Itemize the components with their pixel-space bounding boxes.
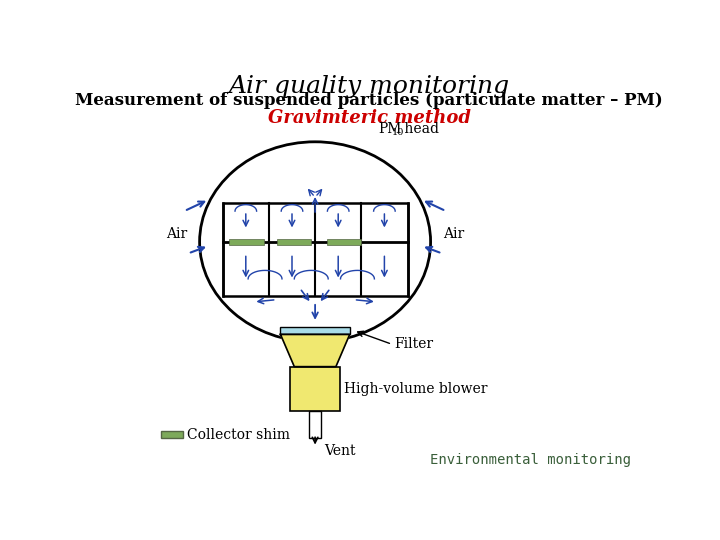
Text: Air: Air — [166, 227, 187, 241]
Ellipse shape — [199, 142, 431, 342]
Text: Air: Air — [443, 227, 464, 241]
Bar — [309, 411, 321, 438]
Bar — [327, 239, 361, 245]
Text: Air quality monitoring: Air quality monitoring — [228, 75, 510, 98]
Text: head: head — [400, 122, 439, 136]
Text: Gravimteric method: Gravimteric method — [268, 109, 470, 127]
Bar — [276, 239, 311, 245]
Text: Collector shim: Collector shim — [186, 428, 289, 442]
Text: Filter: Filter — [395, 338, 433, 352]
Polygon shape — [281, 334, 350, 367]
Text: Environmental monitoring: Environmental monitoring — [430, 453, 631, 467]
Bar — [161, 431, 183, 438]
Text: High-volume blower: High-volume blower — [343, 382, 487, 396]
Bar — [229, 239, 264, 245]
Text: Measurement of suspended particles (particulate matter – PM): Measurement of suspended particles (part… — [75, 92, 663, 109]
Bar — [281, 327, 350, 334]
Bar — [222, 204, 408, 296]
Text: PM: PM — [379, 122, 402, 136]
Text: 10: 10 — [392, 128, 404, 137]
Bar — [290, 367, 340, 411]
Text: Vent: Vent — [324, 444, 356, 458]
